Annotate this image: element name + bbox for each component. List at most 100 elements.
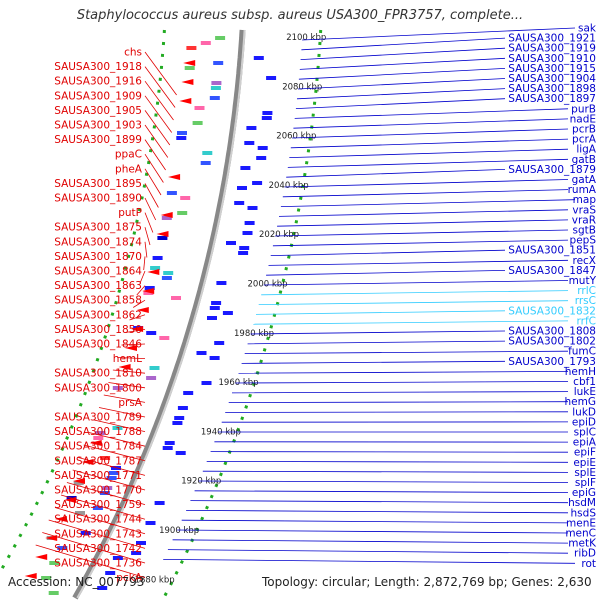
right-feature-label: cbf1: [573, 376, 596, 388]
left-label-leader: [144, 168, 162, 196]
gene-block: [144, 286, 155, 290]
left-label-leader: [144, 241, 148, 258]
right-label-leader: [241, 360, 506, 364]
right-label-leader: [293, 118, 569, 129]
ruler-tick-label: 2020 kbp: [259, 230, 299, 240]
gene-block: [102, 486, 113, 490]
left-label-leader: [144, 51, 177, 96]
gene-block: [171, 296, 181, 300]
outer-gc-ring: [0, 29, 166, 576]
left-feature-label: SAUSA300_1905: [54, 105, 142, 117]
left-label-leader: [72, 469, 146, 491]
right-label-leader: [202, 470, 569, 473]
right-feature-label: SAUSA300_1910: [508, 53, 596, 65]
right-label-leader: [266, 270, 506, 276]
left-label-leader: [129, 314, 146, 321]
gene-arrow: [118, 364, 131, 370]
left-label-leader: [144, 66, 176, 108]
left-feature-label: SAUSA300_1846: [54, 339, 142, 351]
right-feature-label: SAUSA300_1832: [508, 305, 596, 317]
left-label-leader: [144, 95, 173, 133]
left-feature-label: SAUSA300_1903: [54, 120, 142, 132]
right-feature-label: rumA: [568, 184, 597, 196]
gene-block: [80, 531, 91, 535]
gene-block: [200, 41, 211, 45]
right-label-leader: [263, 280, 569, 286]
ruler-tick-label: 2080 kbp: [282, 82, 322, 92]
gene-block: [176, 136, 187, 140]
gene-block: [57, 546, 68, 550]
left-feature-label: SAUSA300_1864: [54, 266, 142, 278]
ruler-tick-label: 2040 kbp: [269, 181, 309, 191]
left-label-leader: [66, 482, 146, 505]
left-label-leader: [139, 270, 146, 283]
right-label-leader: [289, 148, 569, 158]
right-label-leader: [210, 451, 569, 453]
right-feature-label: epiG: [572, 487, 596, 499]
left-feature-label: SAUSA300_1770: [54, 485, 142, 497]
right-feature-label: splC: [574, 427, 596, 439]
gene-block: [41, 576, 52, 580]
right-feature-label: gatB: [572, 154, 596, 166]
gene-block: [209, 306, 220, 310]
gene-block: [177, 211, 188, 215]
right-feature-label: epiF: [574, 447, 596, 459]
left-label-leader: [103, 394, 146, 403]
right-label-leader: [292, 128, 569, 139]
left-label-leader: [125, 329, 146, 333]
left-feature-label: SAUSA300_1916: [54, 76, 142, 88]
right-feature-label: SAUSA300_1793: [508, 356, 596, 368]
right-label-leader: [225, 411, 569, 413]
gene-block: [194, 106, 205, 110]
left-label-leader: [143, 256, 146, 271]
gene-block: [257, 146, 268, 150]
right-label-leader: [253, 320, 569, 325]
right-feature-label: lukE: [574, 386, 596, 398]
right-feature-label: pcrB: [572, 124, 596, 136]
gene-block: [174, 416, 185, 420]
gene-block: [184, 66, 195, 70]
left-label-leader: [144, 183, 159, 208]
left-feature-label: SAUSA300_1784: [54, 441, 142, 453]
gene-block: [172, 421, 183, 425]
left-feature-label: SAUSA300_1788: [54, 426, 142, 438]
gene-block: [108, 471, 119, 475]
right-feature-label: vraS: [572, 204, 596, 216]
gene-block: [211, 81, 222, 85]
left-label-leader: [121, 343, 146, 346]
left-label-leader: [42, 532, 146, 564]
right-feature-label: recX: [572, 255, 596, 267]
gene-block: [244, 141, 255, 145]
right-label-leader: [181, 519, 569, 524]
left-label-leader: [54, 507, 146, 535]
right-feature-label: ribD: [574, 548, 596, 560]
gene-block: [75, 511, 85, 515]
right-feature-label: metK: [568, 538, 597, 550]
left-feature-label: putP: [118, 207, 142, 219]
right-feature-label: pepS: [570, 235, 597, 247]
left-label-leader: [48, 519, 146, 549]
ruler-tick-label: 1920 kbp: [181, 477, 221, 487]
gene-block: [239, 246, 250, 250]
gene-block: [164, 441, 175, 445]
right-label-leader: [235, 381, 569, 384]
gene-block: [136, 541, 146, 545]
gene-block: [131, 551, 142, 555]
gene-block: [200, 161, 211, 165]
gene-arrow: [125, 345, 137, 351]
left-feature-label: SAUSA300_1759: [54, 499, 142, 511]
gene-block: [256, 156, 267, 160]
right-label-leader: [294, 108, 569, 119]
gene-block: [146, 331, 157, 335]
gene-block: [159, 336, 170, 340]
right-feature-label: sgtB: [573, 225, 596, 237]
right-feature-label: splE: [574, 467, 596, 479]
right-feature-label: rrsC: [575, 295, 596, 307]
right-label-leader: [280, 199, 576, 207]
gene-block: [157, 236, 168, 240]
gene-block: [100, 456, 111, 460]
left-label-leader: [78, 457, 146, 476]
left-feature-label: SAUSA300_1771: [54, 470, 142, 482]
gene-block: [237, 186, 247, 190]
